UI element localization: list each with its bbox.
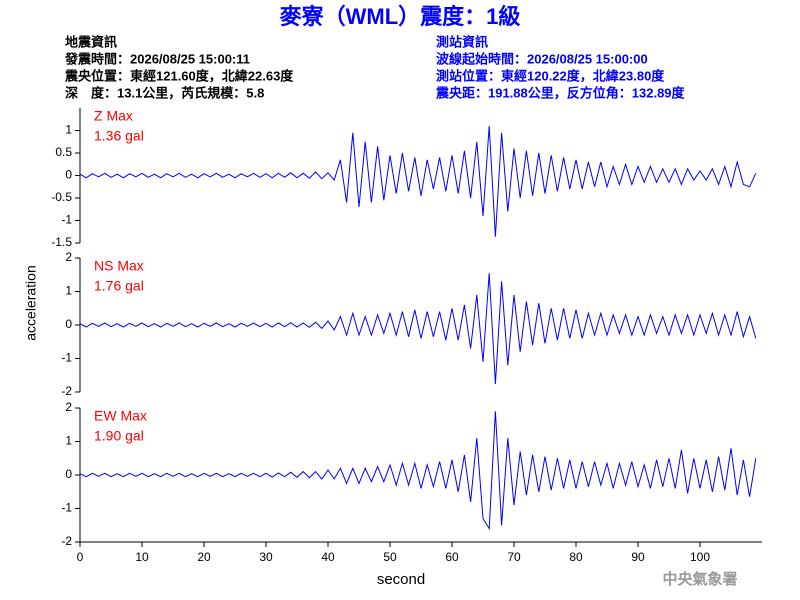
trace-label: EW Max bbox=[94, 408, 147, 424]
y-tick-label: 2 bbox=[65, 250, 72, 264]
x-tick-label: 20 bbox=[197, 550, 211, 564]
y-tick-label: -1.5 bbox=[51, 235, 72, 249]
waveform bbox=[79, 125, 757, 237]
y-tick-label: 2 bbox=[65, 400, 72, 414]
x-tick-label: 60 bbox=[445, 550, 459, 564]
y-tick-label: -0.5 bbox=[51, 190, 72, 204]
trace-max: 1.90 gal bbox=[94, 428, 144, 444]
y-tick-label: 1 bbox=[65, 284, 72, 298]
y-tick-label: -2 bbox=[61, 534, 72, 548]
trace-max: 1.36 gal bbox=[94, 128, 144, 144]
x-tick-label: 10 bbox=[135, 550, 149, 564]
info-line: 測站位置：東經120.22度，北緯23.80度 bbox=[436, 68, 665, 83]
y-tick-label: 0 bbox=[65, 317, 72, 331]
y-tick-label: 0.5 bbox=[55, 145, 72, 159]
y-tick-label: 0 bbox=[65, 168, 72, 182]
y-tick-label: -2 bbox=[61, 384, 72, 398]
x-tick-label: 40 bbox=[321, 550, 335, 564]
y-tick-label: -1 bbox=[61, 501, 72, 515]
info-line: 測站資訊 bbox=[436, 34, 488, 49]
y-tick-label: -1 bbox=[61, 213, 72, 227]
x-tick-label: 30 bbox=[259, 550, 273, 564]
info-line: 深 度：13.1公里，芮氏規模：5.8 bbox=[65, 85, 264, 100]
info-line: 震央距：191.88公里，反方位角：132.89度 bbox=[435, 85, 686, 100]
info-line: 震央位置：東經121.60度，北緯22.63度 bbox=[64, 68, 294, 83]
info-line: 波線起始時間：2026/08/25 15:00:00 bbox=[436, 51, 648, 66]
y-tick-label: 1 bbox=[65, 434, 72, 448]
trace-label: NS Max bbox=[94, 258, 144, 274]
x-tick-label: 70 bbox=[507, 550, 521, 564]
watermark: 中央氣象署 bbox=[662, 570, 737, 588]
x-tick-label: 90 bbox=[631, 550, 645, 564]
y-tick-label: 1 bbox=[65, 123, 72, 137]
trace-label: Z Max bbox=[94, 108, 133, 124]
info-line: 發震時間：2026/08/25 15:00:11 bbox=[64, 51, 250, 66]
y-tick-label: 0 bbox=[65, 467, 72, 481]
y-tick-label: -1 bbox=[61, 351, 72, 365]
trace-max: 1.76 gal bbox=[94, 278, 144, 294]
waveform bbox=[79, 411, 757, 531]
x-tick-label: 100 bbox=[690, 550, 710, 564]
waveform bbox=[79, 273, 757, 385]
y-axis-label: acceleration bbox=[23, 265, 39, 341]
x-tick-label: 80 bbox=[569, 550, 583, 564]
info-line: 地震資訊 bbox=[65, 34, 117, 49]
x-axis-label: second bbox=[377, 571, 425, 588]
x-tick-label: 0 bbox=[77, 550, 84, 564]
x-tick-label: 50 bbox=[383, 550, 397, 564]
title: 麥寮（WML）震度：1級 bbox=[279, 4, 521, 29]
